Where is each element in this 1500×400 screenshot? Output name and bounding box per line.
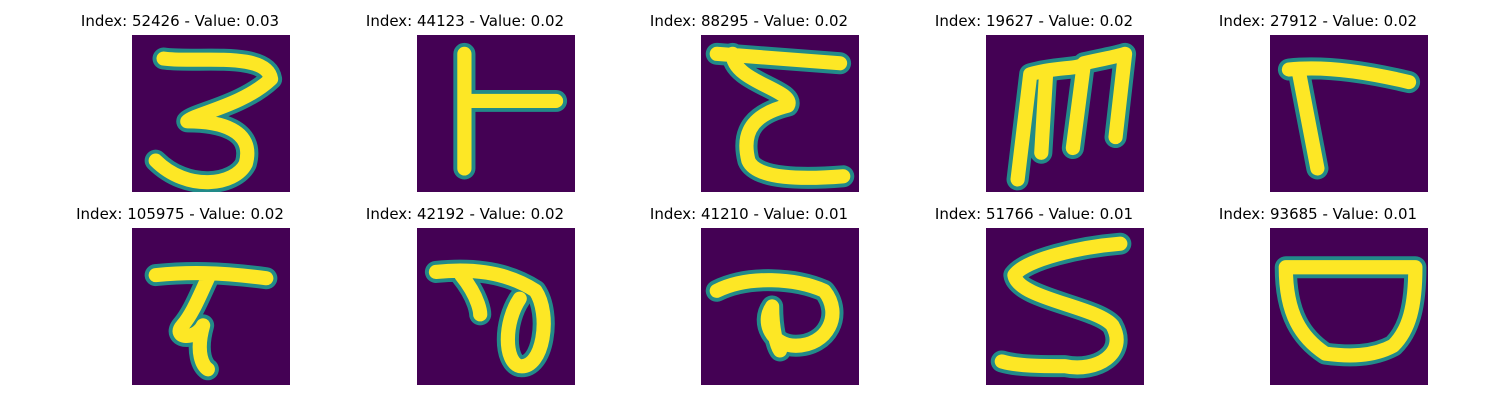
grid-cell-3: Index: 88295 - Value: 0.02 — [599, 0, 899, 192]
glyph-image — [701, 228, 859, 385]
tile-image — [132, 228, 290, 385]
tile-title: Index: 52426 - Value: 0.03 — [80, 12, 280, 30]
tile-title: Index: 19627 - Value: 0.02 — [934, 12, 1134, 30]
glyph-image — [417, 35, 575, 192]
grid-cell-7: Index: 42192 - Value: 0.02 — [315, 193, 615, 385]
tile-title: Index: 27912 - Value: 0.02 — [1218, 12, 1418, 30]
grid-cell-6: Index: 105975 - Value: 0.02 — [30, 193, 330, 385]
glyph-image — [132, 228, 290, 385]
tile-image — [986, 35, 1144, 192]
grid-cell-1: Index: 52426 - Value: 0.03 — [30, 0, 330, 192]
glyph-image — [132, 35, 290, 192]
tile-title: Index: 41210 - Value: 0.01 — [649, 205, 849, 223]
glyph-image — [1270, 228, 1428, 385]
grid-cell-8: Index: 41210 - Value: 0.01 — [599, 193, 899, 385]
tile-image — [701, 228, 859, 385]
tile-title: Index: 51766 - Value: 0.01 — [934, 205, 1134, 223]
tile-image — [986, 228, 1144, 385]
tile-title: Index: 105975 - Value: 0.02 — [76, 205, 284, 223]
grid-cell-5: Index: 27912 - Value: 0.02 — [1168, 0, 1468, 192]
tile-image — [132, 35, 290, 192]
grid-cell-2: Index: 44123 - Value: 0.02 — [315, 0, 615, 192]
tile-title: Index: 42192 - Value: 0.02 — [365, 205, 565, 223]
tile-image — [417, 35, 575, 192]
grid-cell-4: Index: 19627 - Value: 0.02 — [884, 0, 1184, 192]
tile-image — [417, 228, 575, 385]
glyph-image — [986, 228, 1144, 385]
tile-title: Index: 88295 - Value: 0.02 — [649, 12, 849, 30]
tile-image — [1270, 35, 1428, 192]
glyph-image — [701, 35, 859, 192]
tile-title: Index: 93685 - Value: 0.01 — [1218, 205, 1418, 223]
tile-title: Index: 44123 - Value: 0.02 — [365, 12, 565, 30]
glyph-image — [986, 35, 1144, 192]
tile-image — [701, 35, 859, 192]
glyph-image — [417, 228, 575, 385]
grid-cell-10: Index: 93685 - Value: 0.01 — [1168, 193, 1468, 385]
tile-image — [1270, 228, 1428, 385]
glyph-image — [1270, 35, 1428, 192]
grid-cell-9: Index: 51766 - Value: 0.01 — [884, 193, 1184, 385]
